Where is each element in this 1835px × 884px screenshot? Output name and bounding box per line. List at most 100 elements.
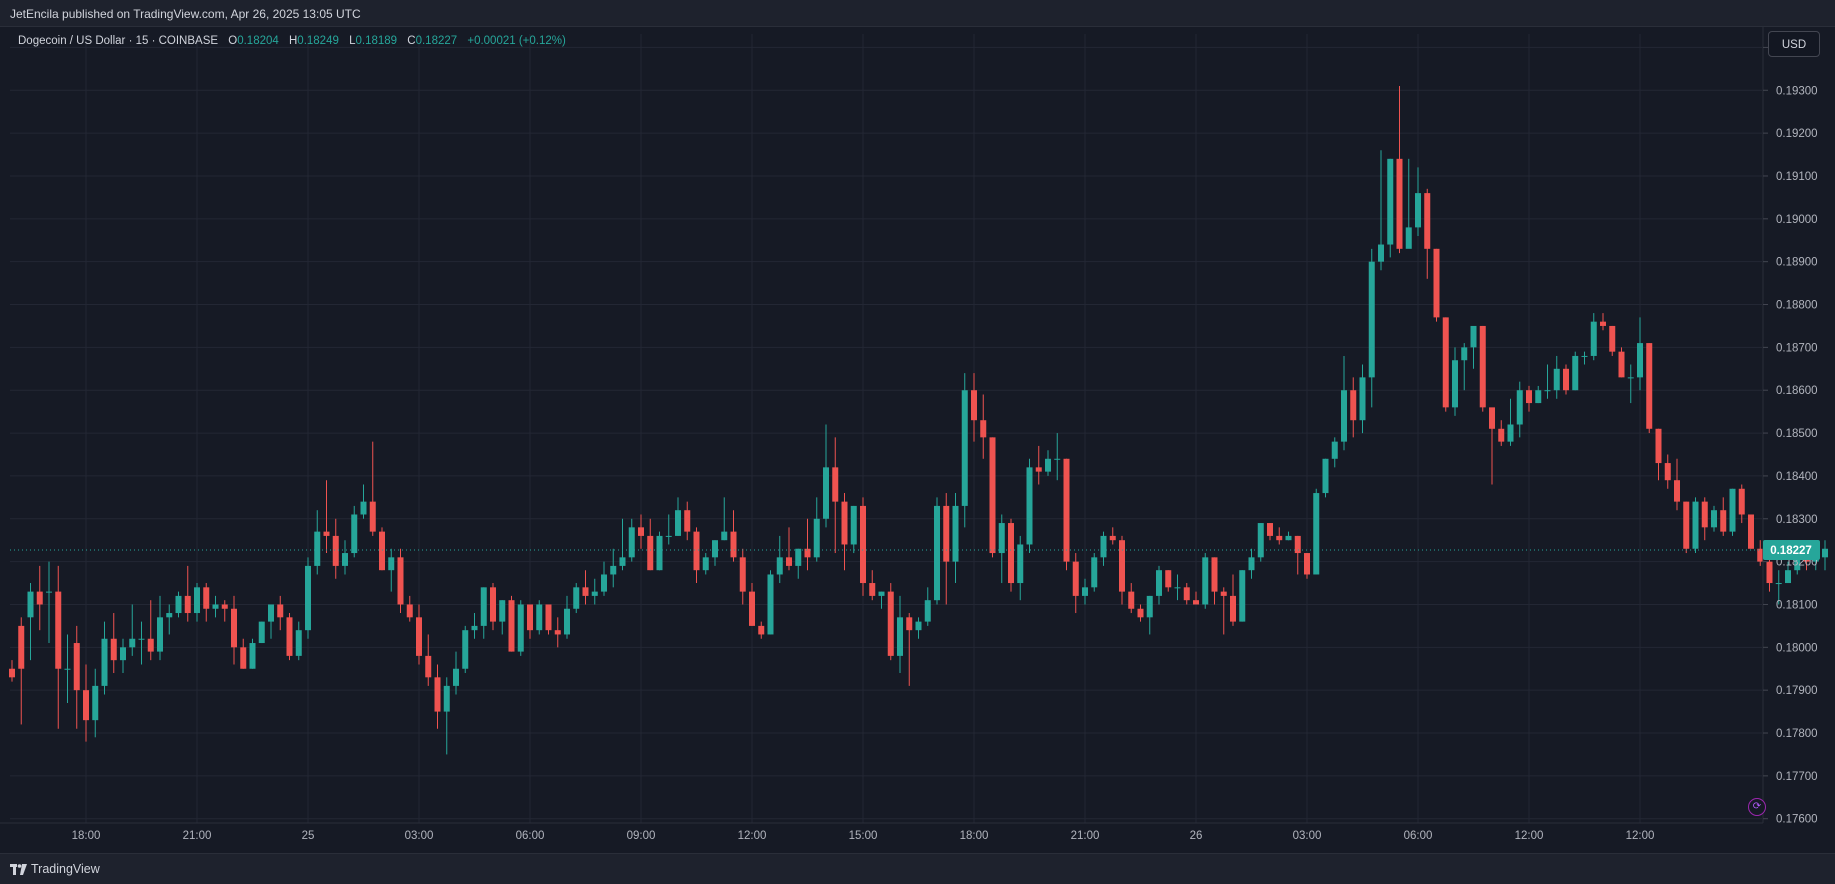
price-tick-label: 0.19300 [1776, 85, 1818, 97]
candle-down [1664, 454, 1671, 489]
price-tick-label: 0.17800 [1776, 728, 1818, 740]
candle-body [1211, 557, 1218, 592]
candle-body [1165, 570, 1172, 588]
candle-up [517, 600, 524, 656]
candle-body [1174, 587, 1181, 589]
candle-body [1655, 428, 1662, 464]
brand-name: TradingView [31, 862, 100, 876]
candle-down [231, 595, 237, 665]
candle-up [1637, 317, 1643, 391]
time-tick-label: 25 [302, 830, 315, 842]
candle-body [360, 501, 367, 515]
published-text: JetEncila published on TradingView.com, … [10, 7, 361, 21]
candle-up [27, 583, 34, 661]
open-label: O [228, 35, 238, 47]
candle-up [813, 497, 820, 562]
candle-down [323, 480, 330, 554]
candlestick-chart[interactable]: 0.194000.193000.192000.191000.190000.189… [0, 0, 1835, 853]
candle-down [943, 493, 950, 605]
candle-up [120, 638, 126, 674]
candle-down [434, 664, 441, 729]
candle-body [1775, 583, 1782, 585]
candle-up [1581, 351, 1588, 365]
tradingview-brand[interactable]: TradingView [10, 862, 100, 876]
candles [9, 85, 1828, 755]
currency-button[interactable]: USD [1768, 31, 1820, 57]
candle-body [499, 600, 506, 622]
candle-body [1711, 510, 1717, 528]
candle-body [545, 604, 552, 631]
candle-up [897, 595, 903, 674]
candle-body [1313, 493, 1320, 575]
low-label: L [349, 35, 356, 47]
candle-body [1054, 458, 1061, 460]
candle-body [1230, 595, 1236, 622]
candle-down [582, 570, 589, 605]
price-tick-label: 0.17900 [1776, 685, 1818, 697]
candle-down [379, 527, 385, 571]
candle-body [721, 531, 728, 541]
candle-body [1294, 535, 1301, 554]
candle-up [1285, 531, 1292, 541]
candle-up [1202, 553, 1209, 609]
time-tick-label: 03:00 [1293, 830, 1322, 842]
candle-body [804, 548, 811, 558]
candle-up [249, 638, 256, 669]
candle-down [203, 583, 210, 622]
candle-up [1359, 364, 1366, 434]
candle-body [277, 604, 284, 618]
candle-up [1544, 364, 1551, 399]
candle-body [952, 505, 959, 562]
candle-up [1341, 355, 1347, 451]
candle-body [776, 557, 783, 575]
candle-down [1230, 574, 1236, 626]
candle-body [1239, 570, 1246, 622]
candle-body [55, 591, 62, 669]
candle-up [258, 621, 265, 644]
candle-up [924, 587, 931, 626]
candle-body [591, 591, 598, 596]
candle-body [406, 604, 413, 618]
candle-up [1257, 523, 1264, 562]
candle-up [1239, 570, 1246, 622]
candle-body [1387, 158, 1394, 245]
candle-down [397, 548, 404, 614]
candle-down [786, 527, 792, 571]
candle-body [1082, 587, 1088, 596]
price-tick-label: 0.18000 [1776, 642, 1818, 654]
candle-body [675, 510, 681, 536]
candle-up [92, 668, 99, 738]
candle-body [1276, 535, 1283, 541]
candle-down [1701, 497, 1708, 541]
candle-body [628, 527, 635, 558]
candle-down [18, 617, 25, 725]
candle-body [157, 617, 163, 652]
candle-body [129, 638, 136, 648]
candle-up [64, 634, 71, 704]
candle-up [675, 497, 681, 536]
candle-up [712, 540, 718, 566]
price-tick-label: 0.17600 [1776, 814, 1818, 826]
candle-body [878, 591, 885, 596]
price-axis[interactable]: 0.194000.193000.192000.191000.190000.189… [1762, 26, 1818, 826]
candle-body [1563, 368, 1569, 391]
candle-down [1683, 501, 1690, 554]
candle-body [1553, 368, 1560, 391]
candle-down [1193, 591, 1199, 605]
candle-body [1452, 360, 1458, 408]
candle-up [721, 497, 728, 541]
candle-up [314, 510, 321, 575]
candle-body [1026, 467, 1033, 545]
candle-body [332, 535, 339, 566]
candle-body [943, 505, 950, 562]
candle-body [175, 595, 182, 614]
candle-down [1035, 445, 1042, 485]
candle-body [1350, 390, 1357, 421]
candle-body [730, 531, 737, 558]
go-to-realtime-icon[interactable]: ⟳ [1748, 798, 1766, 816]
candle-up [1590, 313, 1597, 361]
candle-up [702, 553, 709, 575]
time-axis[interactable]: 18:00 21:00 25 03:00 06:00 09:00 12:00 15:00 18:… [0, 822, 1763, 842]
candle-down [1137, 604, 1144, 622]
candle-body [961, 390, 968, 506]
